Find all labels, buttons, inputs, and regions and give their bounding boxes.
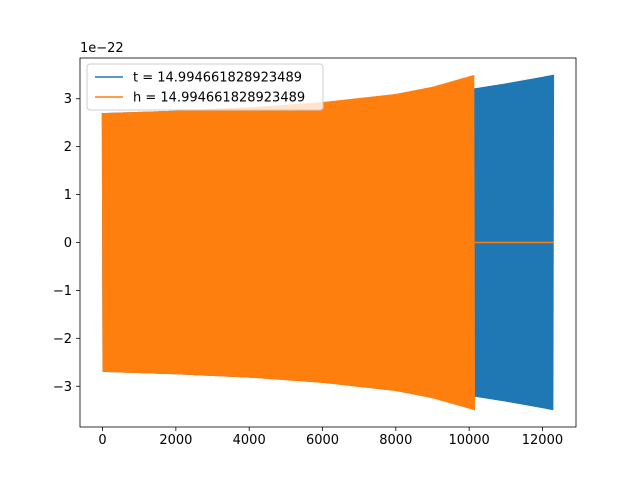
x-tick-label: 6000 <box>306 433 339 448</box>
x-tick-label: 2000 <box>159 433 192 448</box>
y-tick-label: −3 <box>53 380 72 395</box>
y-tick-label: 1 <box>64 188 72 203</box>
plot-lines <box>101 74 555 411</box>
legend-box <box>86 63 324 111</box>
y-tick-label: 0 <box>64 236 72 251</box>
series-line-1 <box>101 75 475 411</box>
x-tick-label: 0 <box>98 433 106 448</box>
series-1 <box>101 75 554 411</box>
legend-label-1: h = 14.994661828923489 <box>133 91 305 106</box>
x-tick-label: 10000 <box>448 433 489 448</box>
y-tick-label: 2 <box>64 140 72 155</box>
x-tick-label: 12000 <box>522 433 563 448</box>
y-tick-label: −1 <box>53 284 72 299</box>
y-axis-ticks: −3 −2 −1 0 1 2 3 <box>53 92 80 395</box>
y-axis-offset-label: 1e−22 <box>80 41 124 56</box>
y-tick-label: −2 <box>53 332 72 347</box>
y-tick-label: 3 <box>64 92 72 107</box>
x-tick-label: 4000 <box>233 433 266 448</box>
legend-label-0: t = 14.994661828923489 <box>133 71 302 86</box>
x-tick-label: 8000 <box>379 433 412 448</box>
x-axis-ticks: 0 2000 4000 6000 8000 10000 12000 <box>98 427 563 448</box>
legend: t = 14.994661828923489 h = 14.99466182892… <box>86 63 324 111</box>
